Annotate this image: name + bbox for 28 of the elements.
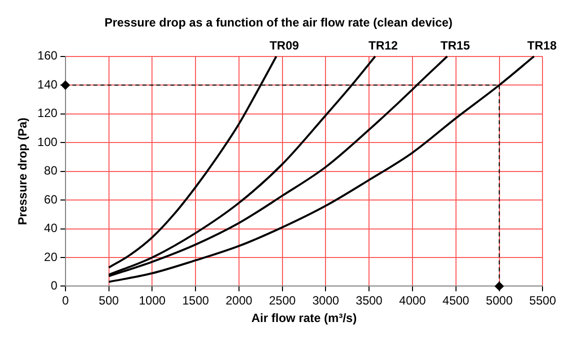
y-tick-label: 160 <box>37 48 58 63</box>
x-tick-label: 2500 <box>268 294 296 308</box>
y-tick-label: 100 <box>37 134 58 149</box>
x-tick-label: 4500 <box>442 294 470 308</box>
x-tick-label: 1000 <box>138 294 166 308</box>
y-tick-label: 20 <box>44 250 58 264</box>
x-tick-label: 0 <box>62 294 70 308</box>
x-tick-label: 3500 <box>356 294 383 308</box>
series-label: TR15 <box>440 38 470 53</box>
x-tick-label: 5500 <box>529 294 556 308</box>
x-tick-label: 500 <box>98 294 120 308</box>
y-tick-label: 0 <box>50 278 58 293</box>
y-tick-label: 60 <box>44 192 58 206</box>
x-tick-label: 4000 <box>399 294 426 308</box>
x-tick-label: 5000 <box>486 294 513 308</box>
y-tick-label: 120 <box>37 106 58 120</box>
series-label: TR12 <box>368 38 398 53</box>
y-axis-title: Pressure drop (Pa) <box>16 118 30 225</box>
x-tick-label: 3000 <box>312 294 340 308</box>
series-label: TR09 <box>270 38 300 53</box>
y-tick-label: 140 <box>37 77 58 92</box>
y-tick-label: 40 <box>44 221 58 236</box>
y-tick-label: 80 <box>44 164 58 178</box>
chart-title: Pressure drop as a function of the air flow rate (clean device) <box>104 16 453 30</box>
x-tick-label: 2000 <box>226 294 253 308</box>
x-tick-label: 1500 <box>182 294 210 308</box>
x-axis-title: Air flow rate (m³/s) <box>251 311 357 326</box>
series-label: TR18 <box>527 38 557 53</box>
